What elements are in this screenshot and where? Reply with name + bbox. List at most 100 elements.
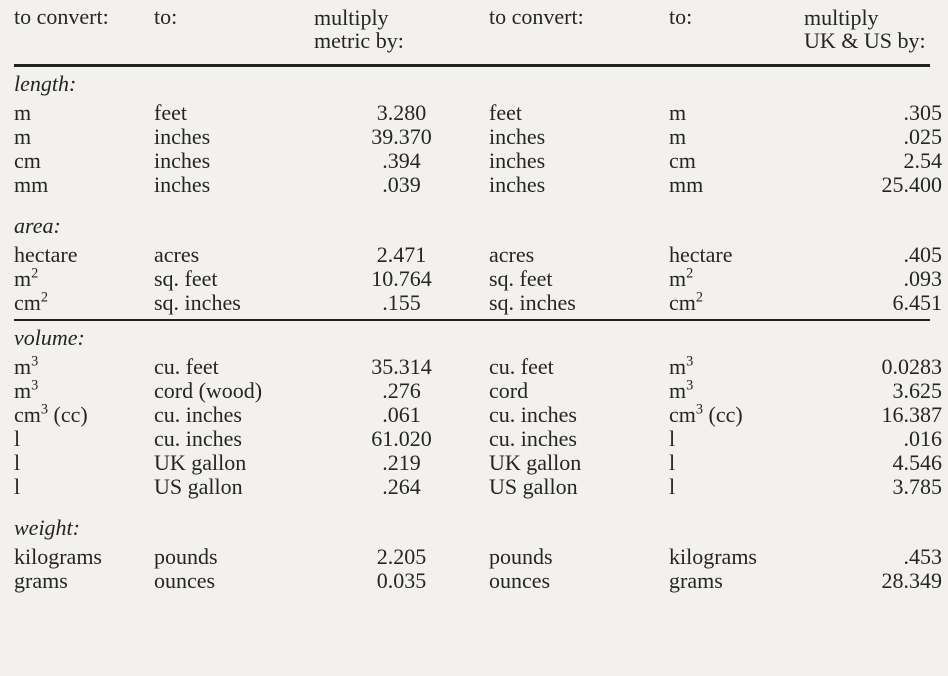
from-unit-right: acres bbox=[489, 243, 669, 267]
divider-mid bbox=[14, 319, 930, 321]
from-unit-right: cu. feet bbox=[489, 355, 669, 379]
to-unit: sq. inches bbox=[154, 291, 314, 315]
to-unit: cu. inches bbox=[154, 427, 314, 451]
table-row: kilogramspounds2.205poundskilograms.453 bbox=[14, 545, 948, 569]
metric-factor: .061 bbox=[314, 403, 489, 427]
section-label-volume: volume: bbox=[14, 327, 930, 349]
ukus-factor: .016 bbox=[804, 427, 948, 451]
to-unit: sq. feet bbox=[154, 267, 314, 291]
from-unit-right: cu. inches bbox=[489, 403, 669, 427]
table-row: lUS gallon.264US gallonl3.785 bbox=[14, 475, 948, 499]
from-unit-right: inches bbox=[489, 173, 669, 197]
metric-factor: .155 bbox=[314, 291, 489, 315]
from-unit: l bbox=[14, 451, 154, 475]
to-unit: UK gallon bbox=[154, 451, 314, 475]
to-unit: US gallon bbox=[154, 475, 314, 499]
table-row: m3cu. feet35.314cu. feetm30.0283 bbox=[14, 355, 948, 379]
section-label-length: length: bbox=[14, 73, 930, 95]
to-unit: ounces bbox=[154, 569, 314, 593]
from-unit: kilograms bbox=[14, 545, 154, 569]
ukus-factor: .025 bbox=[804, 125, 948, 149]
to-unit-right: mm bbox=[669, 173, 804, 197]
from-unit: hectare bbox=[14, 243, 154, 267]
ukus-factor: 16.387 bbox=[804, 403, 948, 427]
to-unit: inches bbox=[154, 149, 314, 173]
header-multiply-metric: multiply metric by: bbox=[314, 6, 489, 52]
header-to-right: to: bbox=[669, 6, 804, 52]
from-unit: m3 bbox=[14, 355, 154, 379]
to-unit: acres bbox=[154, 243, 314, 267]
from-unit-right: sq. feet bbox=[489, 267, 669, 291]
section-label-weight: weight: bbox=[14, 517, 930, 539]
from-unit-right: feet bbox=[489, 101, 669, 125]
metric-factor: .039 bbox=[314, 173, 489, 197]
to-unit-right: m bbox=[669, 101, 804, 125]
table-row: hectareacres2.471acreshectare.405 bbox=[14, 243, 948, 267]
divider-top bbox=[14, 64, 930, 67]
header-multiply-metric-line1: multiply bbox=[314, 5, 389, 30]
from-unit-right: inches bbox=[489, 125, 669, 149]
to-unit-right: m2 bbox=[669, 267, 804, 291]
to-unit: cord (wood) bbox=[154, 379, 314, 403]
to-unit-right: cm bbox=[669, 149, 804, 173]
to-unit: pounds bbox=[154, 545, 314, 569]
table-row: cminches.394inchescm2.54 bbox=[14, 149, 948, 173]
weight-table: kilogramspounds2.205poundskilograms.453g… bbox=[14, 545, 948, 593]
to-unit: inches bbox=[154, 173, 314, 197]
to-unit-right: cm2 bbox=[669, 291, 804, 315]
table-header-row: to convert: to: multiply metric by: to c… bbox=[14, 6, 930, 58]
to-unit-right: l bbox=[669, 451, 804, 475]
ukus-factor: .453 bbox=[804, 545, 948, 569]
header-convert-right: to convert: bbox=[489, 6, 669, 52]
from-unit: cm bbox=[14, 149, 154, 173]
table-row: gramsounces0.035ouncesgrams28.349 bbox=[14, 569, 948, 593]
from-unit-right: cord bbox=[489, 379, 669, 403]
from-unit-right: sq. inches bbox=[489, 291, 669, 315]
from-unit: l bbox=[14, 427, 154, 451]
from-unit: mm bbox=[14, 173, 154, 197]
header-to-left: to: bbox=[154, 6, 314, 52]
area-table: hectareacres2.471acreshectare.405m2sq. f… bbox=[14, 243, 948, 315]
to-unit-right: cm3 (cc) bbox=[669, 403, 804, 427]
metric-factor: .264 bbox=[314, 475, 489, 499]
ukus-factor: .305 bbox=[804, 101, 948, 125]
metric-factor: 2.205 bbox=[314, 545, 489, 569]
from-unit: grams bbox=[14, 569, 154, 593]
metric-factor: .394 bbox=[314, 149, 489, 173]
metric-factor: 3.280 bbox=[314, 101, 489, 125]
to-unit-right: m3 bbox=[669, 355, 804, 379]
from-unit-right: inches bbox=[489, 149, 669, 173]
ukus-factor: 3.785 bbox=[804, 475, 948, 499]
ukus-factor: 0.0283 bbox=[804, 355, 948, 379]
metric-factor: 0.035 bbox=[314, 569, 489, 593]
from-unit-right: cu. inches bbox=[489, 427, 669, 451]
volume-table: m3cu. feet35.314cu. feetm30.0283m3cord (… bbox=[14, 355, 948, 499]
from-unit: m3 bbox=[14, 379, 154, 403]
to-unit-right: hectare bbox=[669, 243, 804, 267]
from-unit: m bbox=[14, 125, 154, 149]
ukus-factor: .405 bbox=[804, 243, 948, 267]
to-unit-right: grams bbox=[669, 569, 804, 593]
to-unit-right: kilograms bbox=[669, 545, 804, 569]
table-row: cm2sq. inches.155sq. inchescm26.451 bbox=[14, 291, 948, 315]
table-row: cm3 (cc)cu. inches.061cu. inchescm3 (cc)… bbox=[14, 403, 948, 427]
from-unit: cm3 (cc) bbox=[14, 403, 154, 427]
to-unit: cu. inches bbox=[154, 403, 314, 427]
conversion-table-page: to convert: to: multiply metric by: to c… bbox=[0, 0, 948, 676]
from-unit: m2 bbox=[14, 267, 154, 291]
from-unit-right: ounces bbox=[489, 569, 669, 593]
ukus-factor: .093 bbox=[804, 267, 948, 291]
table-row: m3cord (wood).276cordm33.625 bbox=[14, 379, 948, 403]
header-convert-left: to convert: bbox=[14, 6, 154, 52]
header-multiply-ukus-line2: UK & US by: bbox=[804, 28, 926, 53]
ukus-factor: 4.546 bbox=[804, 451, 948, 475]
table-row: mminches.039inchesmm25.400 bbox=[14, 173, 948, 197]
ukus-factor: 6.451 bbox=[804, 291, 948, 315]
ukus-factor: 2.54 bbox=[804, 149, 948, 173]
to-unit-right: m bbox=[669, 125, 804, 149]
to-unit-right: l bbox=[669, 427, 804, 451]
metric-factor: .219 bbox=[314, 451, 489, 475]
metric-factor: 39.370 bbox=[314, 125, 489, 149]
from-unit: cm2 bbox=[14, 291, 154, 315]
to-unit: cu. feet bbox=[154, 355, 314, 379]
